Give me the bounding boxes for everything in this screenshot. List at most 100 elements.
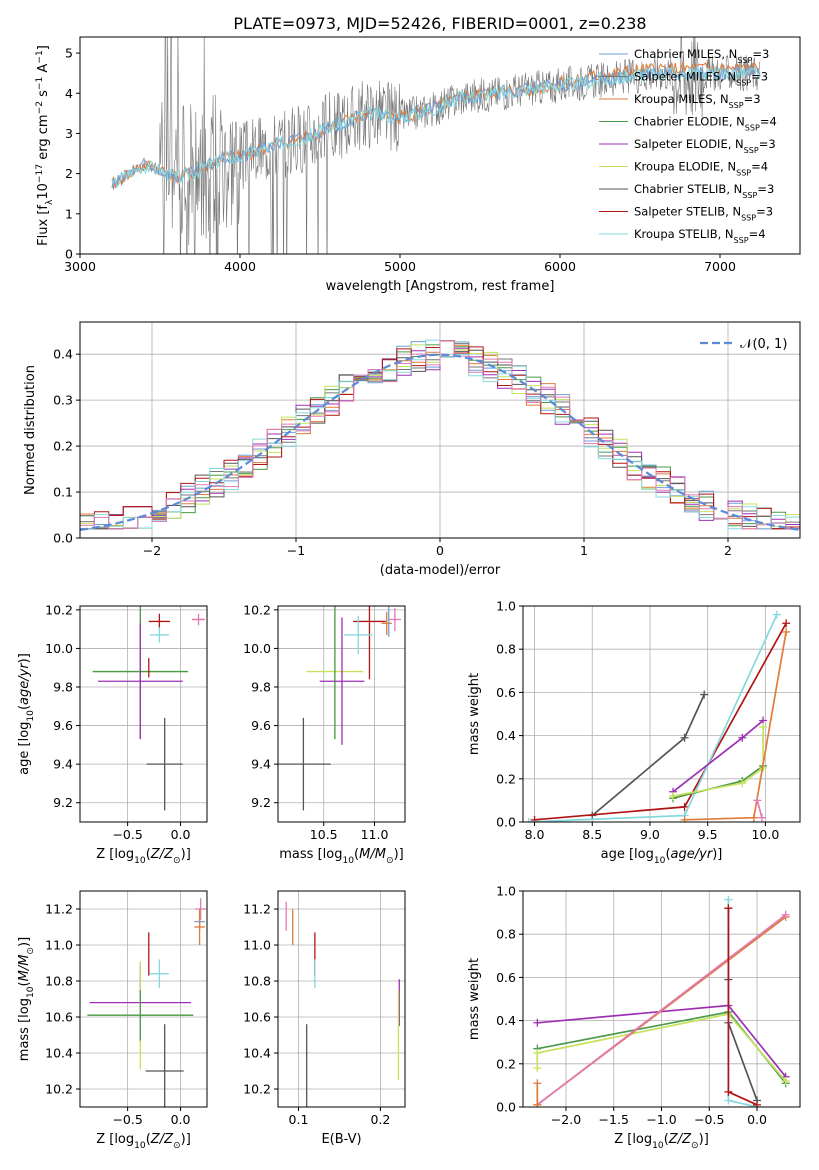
plot-area xyxy=(80,339,800,531)
x-tick-label: 4000 xyxy=(224,259,256,274)
weight-line-salpeter-stelib xyxy=(727,908,758,1106)
plot-layer: 3000 4000 5000 6000 7000 0 1 2 3 4 5 wavelength [An… xyxy=(17,36,801,1151)
y-tick-label: 9.6 xyxy=(251,718,271,733)
axes-massweight-vs-age: 8.0 8.5 9.0 9.5 10.0 0.0 0.2 0.4 0.6 0.8 1.0 age [l… xyxy=(467,599,801,866)
weight-marker xyxy=(533,1079,542,1088)
y-tick-label: 0.4 xyxy=(496,1013,516,1028)
y-tick-label: 10.2 xyxy=(45,1082,73,1097)
y-tick-label: 0.0 xyxy=(496,815,516,830)
weight-marker xyxy=(782,619,791,628)
y-tick-label: 11.2 xyxy=(243,902,271,917)
axes-massweight-vs-Z: −2.0 −1.5 −1.0 −0.5 0.0 0.0 0.2 0.4 0.6 0.8 1.0 Z [… xyxy=(467,884,801,1151)
y-tick-label: 0.3 xyxy=(53,393,73,408)
weight-marker xyxy=(533,1064,542,1073)
y-axis-label: Normed distribution xyxy=(23,365,38,495)
weight-marker xyxy=(724,1096,733,1105)
observed-spectrum xyxy=(111,37,760,254)
y-tick-label: 11.0 xyxy=(45,938,73,953)
y-tick-label: 9.4 xyxy=(53,757,73,772)
plot-area xyxy=(111,37,761,254)
x-tick-label: 0.0 xyxy=(747,1112,767,1127)
legend-label: Kroupa ELODIE, NSSP=4 xyxy=(634,160,768,178)
axes-frame xyxy=(79,36,801,255)
x-axis-label: mass [log10(M/M⊙)] xyxy=(279,847,403,866)
axes-frame xyxy=(79,890,208,1108)
axes-mass-vs-Z: −0.5 0.0 10.2 10.4 10.6 10.8 11.0 11.2 Z [log10(… xyxy=(17,890,208,1151)
y-tick-label: 10.2 xyxy=(243,602,271,617)
plot-area xyxy=(92,606,205,811)
x-tick-label: 0.1 xyxy=(289,1112,309,1127)
y-tick-label: 0.6 xyxy=(496,970,516,985)
weight-marker xyxy=(781,910,790,919)
axes-mass-vs-ebv: 0.1 0.2 10.2 10.4 10.6 10.8 11.0 11.2 E(B-V) xyxy=(243,890,406,1147)
plot-area xyxy=(524,610,791,822)
weight-marker xyxy=(533,1049,542,1057)
legend-label: Salpeter ELODIE, NSSP=3 xyxy=(634,137,776,155)
weight-marker xyxy=(724,895,733,904)
weight-line-kroupa-elodie xyxy=(672,727,764,797)
weight-line-chabrier-stelib xyxy=(727,908,758,1101)
y-tick-label: 9.2 xyxy=(53,795,73,810)
y-tick-label: 11.0 xyxy=(243,938,271,953)
y-tick-label: 9.2 xyxy=(251,795,271,810)
y-axis-label: mass weight xyxy=(467,958,482,1040)
legend-label: 𝒩(0, 1) xyxy=(740,337,787,352)
y-tick-label: 0.0 xyxy=(53,531,73,546)
y-tick-label: 10.0 xyxy=(243,641,271,656)
legend-label: Kroupa MILES, NSSP=3 xyxy=(634,92,761,110)
weight-marker xyxy=(772,610,781,619)
axes-frame xyxy=(522,890,801,1108)
figure-title: PLATE=0973, MJD=52426, FIBERID=0001, z=0… xyxy=(233,14,646,33)
plot-area xyxy=(87,898,206,1107)
x-tick-label: −1.5 xyxy=(599,1112,629,1127)
weight-marker xyxy=(533,1018,542,1027)
model-spectrum-kroupa-stelib xyxy=(111,64,761,189)
weight-line-salpeter-elodie xyxy=(672,719,764,793)
weight-marker xyxy=(753,796,762,805)
x-axis-label: Z [log10(Z/Z⊙)] xyxy=(614,1132,709,1151)
y-tick-label: 9.8 xyxy=(251,680,271,695)
axes-frame xyxy=(522,605,801,823)
y-tick-label: 10.8 xyxy=(45,974,73,989)
y-tick-label: 0.1 xyxy=(53,485,73,500)
x-tick-label: 0.0 xyxy=(171,827,191,842)
x-axis-label: Z [log10(Z/Z⊙)] xyxy=(96,847,191,866)
weight-marker xyxy=(738,733,747,742)
y-tick-label: 0.4 xyxy=(53,347,73,362)
y-tick-label: 11.2 xyxy=(45,902,73,917)
x-tick-label: 10.0 xyxy=(751,827,779,842)
x-axis-label: Z [log10(Z/Z⊙)] xyxy=(96,1132,191,1151)
plot-area xyxy=(278,606,401,811)
y-tick-label: 1.0 xyxy=(496,599,516,614)
y-tick-label: 5 xyxy=(65,46,73,61)
x-tick-label: −1 xyxy=(287,543,305,558)
x-tick-label: −2 xyxy=(143,543,161,558)
x-axis-label: (data-model)/error xyxy=(380,563,501,578)
y-tick-label: 1 xyxy=(65,206,73,221)
legend-label: Chabrier ELODIE, NSSP=4 xyxy=(634,115,777,133)
y-tick-label: 0.6 xyxy=(496,685,516,700)
axes-age-vs-Z: −0.5 0.0 9.2 9.4 9.6 9.8 10.0 10.2 Z [log10(Z/Z⊙… xyxy=(17,602,208,866)
y-axis-label: mass weight xyxy=(467,673,482,755)
y-tick-label: 10.6 xyxy=(243,1010,271,1025)
y-tick-label: 10.4 xyxy=(243,1046,271,1061)
y-tick-label: 0.0 xyxy=(496,1100,516,1115)
axes-residuals: −2 −1 0 1 2 0.0 0.1 0.2 0.3 0.4 (data-model)/error… xyxy=(23,321,801,578)
y-axis-label: mass [log10(M/M⊙)] xyxy=(17,937,36,1061)
weight-line-kroupa-stelib xyxy=(727,899,758,1107)
x-tick-label: 10.5 xyxy=(310,827,338,842)
weight-marker xyxy=(724,904,733,913)
y-axis-label: Flux [fλ10−17 erg cm−2 s−1 A−1] xyxy=(35,45,55,246)
x-tick-label: −2.0 xyxy=(551,1112,581,1127)
weight-marker xyxy=(759,722,768,731)
x-tick-label: 3000 xyxy=(64,259,96,274)
weight-marker xyxy=(738,779,747,788)
y-tick-label: 0.2 xyxy=(496,1056,516,1071)
weight-marker xyxy=(530,815,539,822)
x-tick-label: 7000 xyxy=(704,259,736,274)
y-tick-label: 0.4 xyxy=(496,728,516,743)
weight-marker xyxy=(669,792,678,801)
y-tick-label: 9.6 xyxy=(53,718,73,733)
x-tick-label: −0.5 xyxy=(112,1112,142,1127)
